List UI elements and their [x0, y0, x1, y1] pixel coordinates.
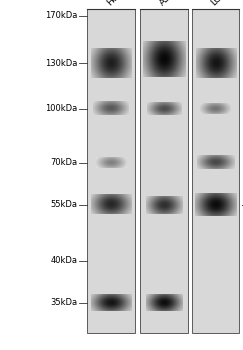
Text: 40kDa: 40kDa — [51, 256, 78, 265]
Bar — [140, 9, 188, 332]
Text: 100kDa: 100kDa — [45, 104, 78, 113]
Text: 35kDa: 35kDa — [51, 298, 78, 307]
Text: HeLa: HeLa — [105, 0, 127, 7]
Text: A375: A375 — [158, 0, 181, 7]
Bar — [192, 9, 239, 332]
Text: 70kDa: 70kDa — [51, 158, 78, 167]
Text: 130kDa: 130kDa — [45, 58, 78, 68]
Bar — [87, 9, 135, 332]
Text: 170kDa: 170kDa — [45, 11, 78, 20]
Text: 55kDa: 55kDa — [51, 200, 78, 209]
Text: LO2: LO2 — [209, 0, 228, 7]
